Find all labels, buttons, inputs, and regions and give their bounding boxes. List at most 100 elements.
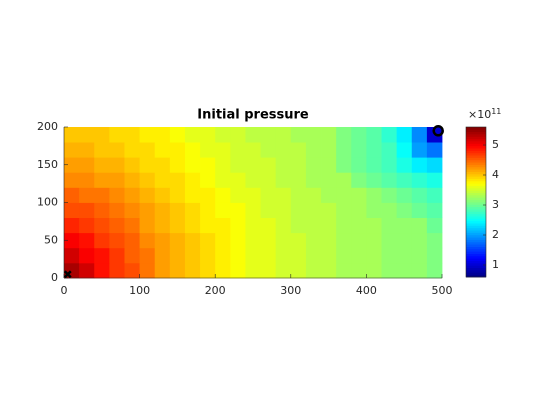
colorbar-swatch (466, 272, 486, 276)
colorbar-swatch (466, 227, 486, 231)
colorbar-swatch (466, 173, 486, 177)
cell (321, 202, 337, 218)
cell (245, 262, 261, 279)
cell (411, 217, 428, 234)
cell (79, 262, 95, 279)
colorbar-tick-label: 5 (492, 138, 499, 151)
cell (139, 187, 156, 203)
cell (154, 157, 171, 173)
colorbar-swatch (466, 248, 486, 252)
colorbar-swatch (466, 190, 486, 194)
cell (64, 142, 80, 158)
colorbar-swatch (466, 197, 486, 201)
colorbar-swatch (466, 169, 486, 172)
cell (305, 202, 322, 218)
cell (305, 232, 322, 249)
colorbar-swatch (466, 258, 486, 261)
cell (109, 142, 125, 158)
colorbar-swatch (466, 213, 486, 217)
cell (245, 187, 261, 203)
cell (245, 172, 261, 188)
cell (290, 232, 307, 249)
colorbar-swatch (466, 164, 486, 168)
cell (139, 247, 156, 264)
cell (305, 142, 322, 158)
cell (154, 172, 171, 188)
cell (124, 202, 140, 218)
cell (351, 187, 367, 203)
cell (109, 172, 125, 188)
cell (305, 172, 322, 188)
colorbar-swatch (466, 211, 486, 215)
cell (64, 187, 80, 203)
cell (381, 202, 398, 218)
cell (366, 157, 382, 173)
colorbar-swatch (466, 166, 486, 170)
cell (351, 247, 367, 264)
cell (290, 142, 307, 158)
colorbar-swatch (466, 148, 486, 151)
y-tick-label: 50 (44, 233, 58, 246)
cell (215, 172, 231, 188)
cell (109, 217, 125, 234)
cell (184, 172, 201, 188)
cell (381, 262, 398, 279)
cell (260, 142, 277, 158)
cell (336, 217, 352, 234)
cell (411, 142, 428, 158)
cell (351, 217, 367, 234)
colorbar-multiplier: ×10 (468, 108, 491, 121)
cell (351, 157, 367, 173)
injector-marker (63, 270, 72, 279)
cell (321, 262, 337, 279)
cell (154, 187, 171, 203)
cell (124, 157, 140, 173)
cell (215, 187, 231, 203)
cell (64, 172, 80, 188)
cell (260, 217, 277, 234)
cell (351, 232, 367, 249)
colorbar-swatch (466, 194, 486, 198)
cell (94, 247, 110, 264)
cell (94, 172, 110, 188)
cell (64, 217, 80, 234)
colorbar-swatch (466, 127, 486, 130)
cell (79, 187, 95, 203)
cell (336, 172, 352, 188)
cell (79, 157, 95, 173)
cell (275, 217, 292, 234)
cell (169, 262, 186, 279)
x-tick-label: 0 (61, 284, 68, 297)
cell (275, 187, 292, 203)
cell (290, 217, 307, 234)
colorbar-swatch (466, 206, 486, 210)
colorbar-swatch (466, 150, 486, 154)
colorbar-swatch (466, 152, 486, 156)
cell (124, 262, 140, 279)
cell (79, 217, 95, 234)
cell (351, 262, 367, 279)
colorbar-swatch (466, 204, 486, 208)
cell (64, 232, 80, 249)
cell (396, 217, 413, 234)
cell (200, 187, 216, 203)
cell (154, 217, 171, 234)
cell (396, 157, 413, 173)
cell (230, 262, 246, 279)
colorbar-swatch (466, 241, 486, 245)
cell (275, 232, 292, 249)
colorbar-swatch (466, 230, 486, 233)
cell (124, 187, 140, 203)
colorbar-swatch (466, 223, 486, 226)
colorbar-swatch (466, 183, 486, 186)
cell (139, 157, 156, 173)
cell (381, 172, 398, 188)
cell (336, 127, 352, 143)
cell (139, 262, 156, 279)
cell (381, 157, 398, 173)
cell (260, 262, 277, 279)
cell (230, 172, 246, 188)
cell (109, 262, 125, 279)
cell (64, 202, 80, 218)
